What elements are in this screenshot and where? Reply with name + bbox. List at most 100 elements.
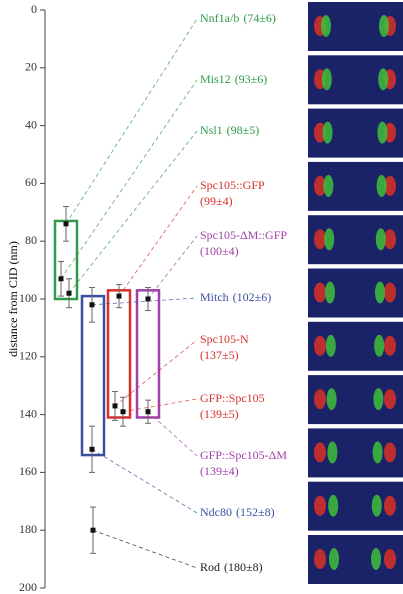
leader-line xyxy=(68,130,198,294)
marker-label: GFP::Spc105 xyxy=(200,391,265,405)
red-signal xyxy=(384,282,396,303)
marker xyxy=(66,290,72,296)
red-signal xyxy=(384,229,396,250)
marker-value-label: (139±5) xyxy=(200,407,239,421)
green-signal xyxy=(375,281,385,304)
marker xyxy=(58,276,64,282)
y-tick-label: 40 xyxy=(25,117,37,131)
y-tick-label: 140 xyxy=(19,406,37,420)
y-tick-label: 180 xyxy=(19,522,37,536)
leader-line xyxy=(92,529,198,569)
y-tick-label: 120 xyxy=(19,349,37,363)
marker-label: Spc105-ΔM::GFP xyxy=(200,228,287,242)
red-signal xyxy=(314,442,326,463)
red-signal xyxy=(384,549,396,569)
green-signal xyxy=(328,494,339,517)
red-signal xyxy=(314,335,326,356)
leader-line xyxy=(65,18,198,225)
marker xyxy=(145,296,151,302)
marker xyxy=(90,527,96,533)
marker-value-label: (139±4) xyxy=(200,464,239,478)
marker-value-label: (152±8) xyxy=(236,505,275,519)
red-signal xyxy=(314,122,326,143)
marker-value-label: (100±4) xyxy=(200,244,239,258)
green-signal xyxy=(374,334,385,357)
red-signal xyxy=(384,175,396,196)
marker-label: Spc105::GFP xyxy=(200,178,265,192)
green-signal xyxy=(321,68,332,91)
red-signal xyxy=(384,389,396,410)
green-signal xyxy=(377,121,388,144)
y-tick-label: 20 xyxy=(25,60,37,74)
marker xyxy=(116,293,122,299)
green-signal xyxy=(371,494,382,517)
marker xyxy=(112,403,118,409)
green-signal xyxy=(321,15,331,37)
group-box xyxy=(80,294,106,457)
green-signal xyxy=(322,121,333,144)
green-signal xyxy=(378,68,389,91)
red-signal xyxy=(314,229,326,250)
marker xyxy=(145,409,151,415)
green-signal xyxy=(371,548,381,570)
marker-label: Ndc80 xyxy=(200,505,232,519)
marker xyxy=(89,446,95,452)
y-tick-label: 100 xyxy=(19,291,37,305)
marker-value-label: (98±5) xyxy=(227,123,260,137)
green-signal xyxy=(324,228,335,251)
red-signal xyxy=(384,495,396,516)
green-signal xyxy=(325,334,336,357)
marker-value-label: (137±5) xyxy=(200,348,239,362)
marker-value-label: (99±4) xyxy=(200,194,233,208)
leader-line xyxy=(122,398,198,413)
y-tick-label: 200 xyxy=(19,580,37,594)
marker-value-label: (102±6) xyxy=(233,290,272,304)
green-signal xyxy=(379,15,389,37)
red-signal xyxy=(384,442,396,463)
red-signal xyxy=(314,175,326,196)
green-signal xyxy=(325,281,335,304)
red-signal xyxy=(314,282,326,303)
green-signal xyxy=(326,388,337,411)
green-signal xyxy=(376,174,387,197)
green-signal xyxy=(323,174,334,197)
green-signal xyxy=(372,441,383,464)
marker-value-label: (180±8) xyxy=(224,560,263,574)
marker-label: Rod xyxy=(200,560,220,574)
y-tick-label: 80 xyxy=(25,233,37,247)
leader-line xyxy=(91,297,198,306)
marker xyxy=(63,221,69,227)
red-signal xyxy=(314,495,326,516)
red-signal xyxy=(314,389,326,410)
y-tick-label: 160 xyxy=(19,464,37,478)
micrographs xyxy=(308,2,403,590)
leader-line xyxy=(91,448,198,514)
y-axis-label: distance from CID (nm) xyxy=(6,241,20,357)
marker xyxy=(89,302,95,308)
leader-line xyxy=(118,185,198,297)
green-signal xyxy=(375,228,386,251)
leader-line xyxy=(147,411,198,457)
red-signal xyxy=(314,549,326,569)
leader-line xyxy=(147,235,198,300)
leader-line xyxy=(114,339,198,407)
green-signal xyxy=(329,548,339,570)
red-signal xyxy=(384,122,396,143)
y-tick-label: 60 xyxy=(25,175,37,189)
green-signal xyxy=(373,388,384,411)
marker-label: Spc105-N xyxy=(200,332,249,346)
marker-label: Mitch xyxy=(200,290,229,304)
marker-value-label: (93±6) xyxy=(235,72,268,86)
marker-label: GFP::Spc105-ΔM xyxy=(200,448,287,462)
group-box xyxy=(106,289,132,419)
marker-label: Nnf1a/b xyxy=(200,11,239,25)
marker-value-label: (74±6) xyxy=(243,11,276,25)
green-signal xyxy=(327,441,338,464)
marker-label: Mis12 xyxy=(200,72,231,86)
leader-line xyxy=(60,79,198,279)
marker-label: Nsl1 xyxy=(200,123,223,137)
y-tick-label: 0 xyxy=(31,2,37,16)
red-signal xyxy=(384,335,396,356)
